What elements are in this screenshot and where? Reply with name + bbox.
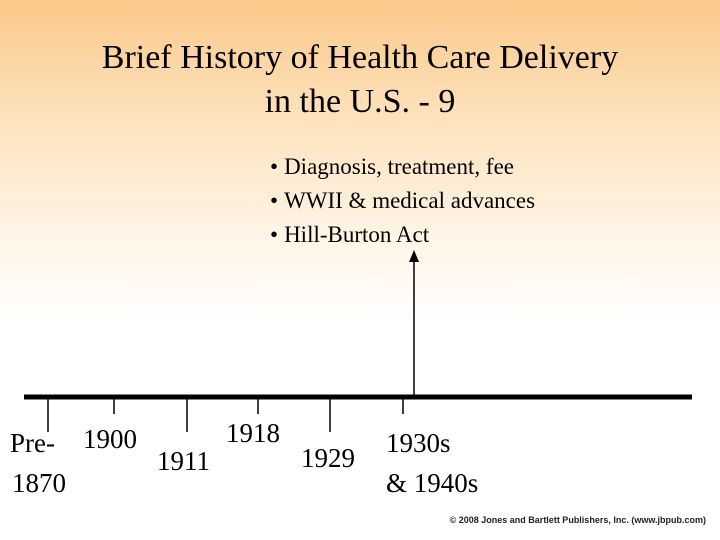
label-1930s: 1930s [386,428,451,458]
bullet-item: • WWII & medical advances [270,184,535,218]
label-1929: 1929 [301,443,355,473]
label-1911: 1911 [157,446,210,476]
label-1900: 1900 [83,424,137,454]
title-line-1: Brief History of Health Care Delivery [101,39,619,76]
bullet-text: Diagnosis, treatment, fee [284,154,514,179]
arrowhead-icon [409,250,419,262]
bullet-item: • Hill-Burton Act [270,218,535,252]
bullet-dot-icon: • [270,154,279,179]
bullet-dot-icon: • [270,188,279,213]
label-1918: 1918 [226,418,280,448]
label-1940s: & 1940s [386,468,479,498]
bullet-dot-icon: • [270,222,279,247]
label-pre: Pre- [10,428,55,458]
bullet-text: WWII & medical advances [284,188,536,213]
title-line-2: in the U.S. - 9 [264,83,456,120]
bullet-list: • Diagnosis, treatment, fee • WWII & medic… [270,150,535,252]
label-1870: 1870 [12,468,66,498]
bullet-text: Hill-Burton Act [284,222,430,247]
slide-title: Brief History of Health Care Delivery in… [0,36,720,124]
bullet-item: • Diagnosis, treatment, fee [270,150,535,184]
copyright-notice: © 2008 Jones and Bartlett Publishers, In… [449,515,706,525]
